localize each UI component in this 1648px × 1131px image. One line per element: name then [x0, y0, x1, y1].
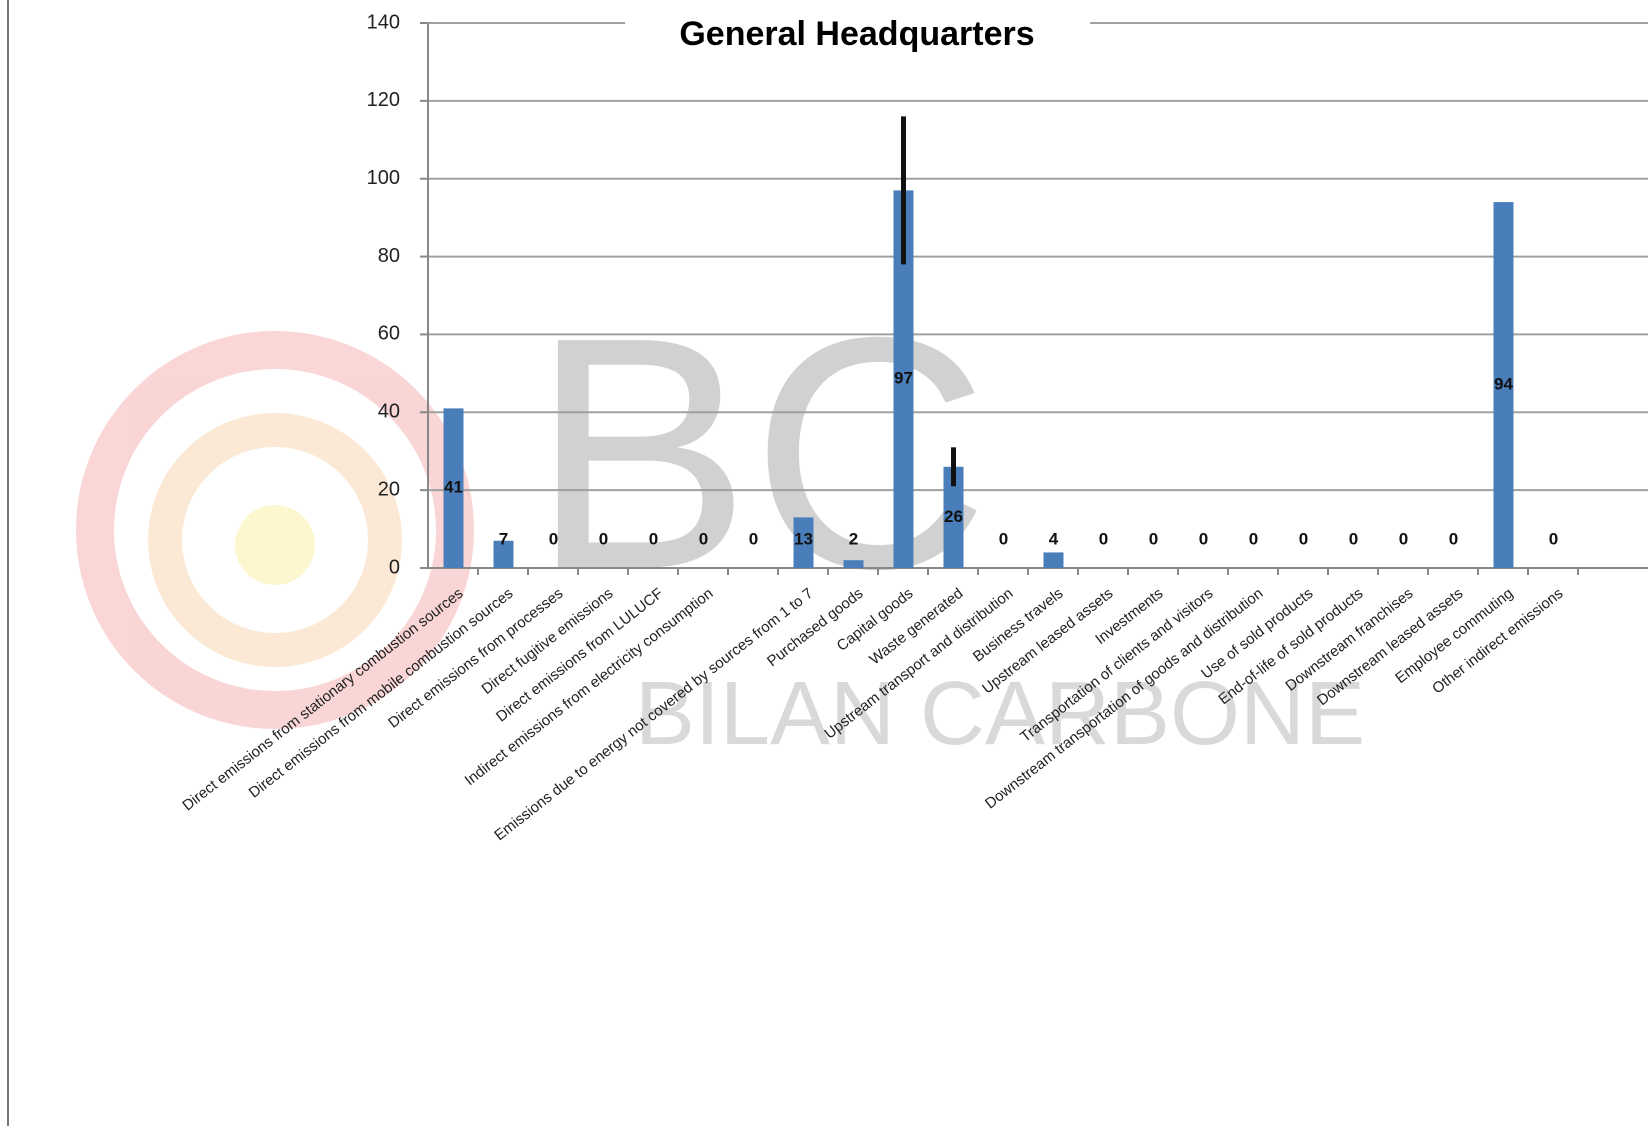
watermark-subtitle: BILAN CARBONE: [635, 664, 1365, 764]
bar: [443, 408, 464, 568]
data-label: 26: [944, 507, 963, 526]
data-label: 0: [999, 529, 1008, 548]
bar: [893, 190, 914, 568]
data-label: 0: [1099, 529, 1108, 548]
data-label: 0: [1399, 529, 1408, 548]
title-backdrop: [625, 12, 1090, 60]
data-label: 0: [1149, 529, 1158, 548]
bar: [843, 560, 864, 568]
data-label: 0: [1349, 529, 1358, 548]
data-label: 0: [1449, 529, 1458, 548]
logo-dot: [235, 505, 315, 585]
data-label: 41: [444, 478, 463, 497]
data-label: 0: [549, 529, 558, 548]
chart-title: General Headquarters: [679, 15, 1034, 53]
data-label: 0: [1249, 529, 1258, 548]
y-tick-label: 60: [378, 323, 400, 345]
watermark: BC: [531, 268, 989, 637]
data-label: 0: [749, 529, 758, 548]
watermark-logo: [76, 331, 474, 729]
data-label: 94: [1494, 375, 1513, 394]
data-label: 13: [794, 529, 813, 548]
bar: [943, 466, 964, 568]
y-tick-label: 140: [367, 11, 400, 33]
data-label: 0: [699, 529, 708, 548]
data-label: 0: [1549, 529, 1558, 548]
bar: [1043, 552, 1064, 568]
bar: [493, 540, 514, 568]
y-tick-label: 120: [367, 89, 400, 111]
data-label: 7: [499, 529, 508, 548]
bar: [793, 517, 814, 568]
data-label: 0: [1299, 529, 1308, 548]
y-tick-label: 0: [389, 556, 400, 578]
data-label: 4: [1049, 529, 1059, 548]
data-label: 0: [1199, 529, 1208, 548]
y-tick-label: 40: [378, 401, 400, 423]
data-label: 97: [894, 369, 913, 388]
data-label: 0: [649, 529, 658, 548]
bar: [1493, 202, 1514, 569]
y-tick-label: 80: [378, 245, 400, 267]
data-label: 0: [599, 529, 608, 548]
data-label: 2: [849, 529, 858, 548]
y-tick-label: 100: [367, 167, 400, 189]
y-tick-label: 20: [378, 478, 400, 500]
logo-ring: [148, 413, 402, 667]
